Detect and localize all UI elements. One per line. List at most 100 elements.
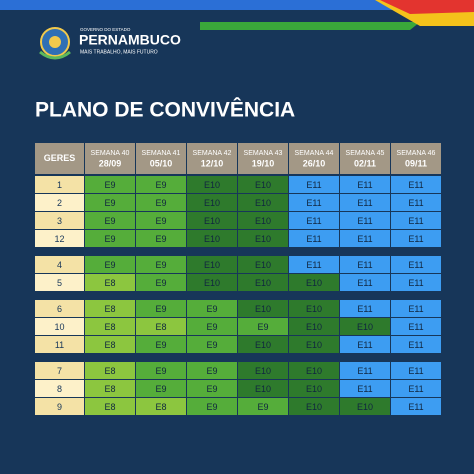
level-cell — [289, 212, 339, 229]
geres-cell — [35, 398, 84, 415]
level-label: E11 — [306, 234, 321, 244]
level-label: E9 — [206, 340, 217, 350]
level-label: E11 — [357, 304, 372, 314]
level-cell — [187, 318, 237, 335]
level-label: E9 — [104, 216, 115, 226]
level-cell — [85, 336, 135, 353]
level-label: E11 — [357, 198, 372, 208]
level-label: E10 — [204, 278, 220, 288]
header-date: 19/10 — [252, 158, 275, 168]
level-label: E11 — [357, 234, 372, 244]
level-label: E9 — [155, 304, 166, 314]
level-label: E10 — [357, 322, 373, 332]
level-label: E10 — [306, 278, 322, 288]
geres-cell — [35, 336, 84, 353]
level-cell — [238, 398, 288, 415]
level-label: E10 — [255, 198, 271, 208]
level-cell — [136, 194, 186, 211]
level-label: E8 — [104, 366, 115, 376]
level-cell — [391, 212, 441, 229]
header-week: SEMANA 44 — [295, 150, 334, 157]
level-label: E11 — [357, 180, 372, 190]
level-label: E8 — [155, 322, 166, 332]
level-label: E10 — [306, 304, 322, 314]
level-label: E11 — [408, 304, 423, 314]
level-cell — [340, 336, 390, 353]
level-cell — [340, 256, 390, 273]
level-cell — [238, 300, 288, 317]
level-label: E11 — [357, 366, 372, 376]
level-label: E8 — [104, 304, 115, 314]
level-cell — [187, 212, 237, 229]
level-cell — [340, 230, 390, 247]
geres-label: 9 — [57, 402, 62, 412]
level-label: E9 — [155, 278, 166, 288]
level-label: E10 — [204, 198, 220, 208]
level-label: E10 — [204, 260, 220, 270]
level-cell — [136, 212, 186, 229]
level-cell — [391, 300, 441, 317]
level-label: E11 — [408, 180, 423, 190]
level-label: E11 — [357, 278, 372, 288]
geres-label: 4 — [57, 260, 62, 270]
geres-label: 3 — [57, 216, 62, 226]
level-label: E11 — [408, 216, 423, 226]
level-cell — [340, 300, 390, 317]
geres-cell — [35, 194, 84, 211]
header-week: SEMANA 45 — [346, 150, 385, 157]
level-label: E9 — [155, 340, 166, 350]
level-cell — [85, 318, 135, 335]
level-cell — [136, 256, 186, 273]
level-label: E10 — [255, 180, 271, 190]
level-cell — [289, 176, 339, 193]
level-cell — [136, 300, 186, 317]
level-label: E9 — [206, 322, 217, 332]
level-cell — [136, 274, 186, 291]
geres-label: 12 — [54, 234, 64, 244]
level-cell — [340, 274, 390, 291]
level-label: E9 — [257, 322, 268, 332]
level-cell — [187, 380, 237, 397]
level-cell — [340, 380, 390, 397]
level-cell — [238, 256, 288, 273]
header-week: SEMANA 46 — [397, 150, 436, 157]
level-label: E11 — [357, 260, 372, 270]
level-label: E9 — [155, 180, 166, 190]
level-label: E8 — [155, 402, 166, 412]
level-label: E9 — [206, 384, 217, 394]
level-label: E9 — [155, 260, 166, 270]
level-cell — [289, 318, 339, 335]
level-label: E8 — [104, 278, 115, 288]
level-cell — [187, 230, 237, 247]
level-cell — [136, 398, 186, 415]
level-label: E10 — [306, 384, 322, 394]
small-title: GOVERNO DO ESTADO — [80, 27, 131, 32]
geres-label: 8 — [57, 384, 62, 394]
level-label: E9 — [155, 234, 166, 244]
geres-label: 2 — [57, 198, 62, 208]
level-label: E10 — [255, 278, 271, 288]
level-label: E9 — [104, 234, 115, 244]
level-label: E10 — [255, 340, 271, 350]
level-cell — [340, 318, 390, 335]
level-cell — [187, 256, 237, 273]
level-label: E10 — [306, 340, 322, 350]
geres-label: 1 — [57, 180, 62, 190]
header-text: GERES — [44, 153, 76, 163]
header-cell — [238, 143, 288, 174]
level-cell — [391, 362, 441, 379]
level-cell — [289, 300, 339, 317]
level-cell — [391, 274, 441, 291]
level-label: E11 — [408, 402, 423, 412]
geres-label: 5 — [57, 278, 62, 288]
header-cell — [85, 143, 135, 174]
level-cell — [85, 230, 135, 247]
geres-label: 11 — [55, 340, 64, 350]
level-label: E8 — [104, 384, 115, 394]
header-date: 02/11 — [354, 158, 376, 168]
geres-cell — [35, 300, 84, 317]
header-cell — [391, 143, 441, 174]
header-cell — [340, 143, 390, 174]
level-label: E9 — [206, 304, 217, 314]
level-label: E11 — [357, 216, 372, 226]
